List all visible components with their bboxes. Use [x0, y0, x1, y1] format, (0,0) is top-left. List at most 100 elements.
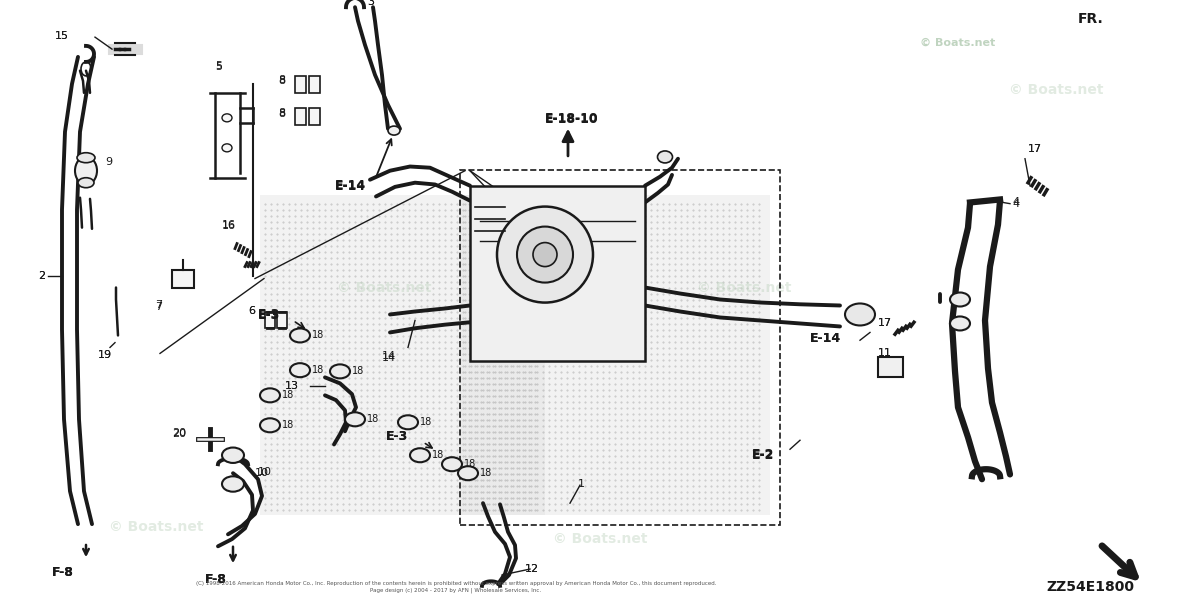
Text: 3: 3	[367, 0, 374, 7]
Text: Page design (c) 2004 - 2017 by AFN | Wholesale Services, Inc.: Page design (c) 2004 - 2017 by AFN | Who…	[371, 588, 541, 593]
Ellipse shape	[845, 304, 875, 325]
Text: E-18-10: E-18-10	[545, 112, 599, 125]
Ellipse shape	[398, 415, 418, 429]
Bar	[310, 108, 320, 125]
Text: 13: 13	[286, 382, 299, 391]
Text: E-3: E-3	[258, 308, 281, 321]
Text: 11: 11	[878, 349, 892, 358]
Text: E-14: E-14	[810, 332, 841, 345]
Ellipse shape	[388, 126, 400, 135]
Text: 3: 3	[367, 0, 374, 7]
Ellipse shape	[260, 418, 280, 432]
Ellipse shape	[410, 448, 430, 462]
Bar	[878, 356, 904, 377]
Bar	[172, 270, 194, 288]
Ellipse shape	[950, 292, 970, 307]
Text: 6: 6	[248, 307, 256, 316]
Bar	[470, 186, 646, 361]
Text: E-14: E-14	[335, 180, 366, 193]
Ellipse shape	[222, 144, 232, 152]
Bar	[277, 313, 287, 328]
Circle shape	[517, 226, 574, 283]
Text: 17: 17	[1028, 144, 1042, 153]
Text: 2: 2	[38, 271, 46, 280]
Text: 10: 10	[256, 468, 269, 478]
Text: 4: 4	[1012, 199, 1019, 208]
Text: 5: 5	[215, 61, 222, 71]
Text: E-14: E-14	[335, 179, 366, 192]
Text: © Boats.net: © Boats.net	[697, 280, 791, 295]
Text: E-3: E-3	[258, 308, 281, 322]
Text: 8: 8	[278, 75, 286, 84]
Text: 8: 8	[278, 76, 286, 86]
Ellipse shape	[458, 466, 478, 480]
Text: 18: 18	[352, 367, 365, 376]
Ellipse shape	[222, 476, 244, 492]
Text: 17: 17	[878, 319, 892, 328]
Text: 18: 18	[464, 459, 476, 469]
Text: 18: 18	[282, 420, 294, 430]
Text: F-8: F-8	[205, 573, 227, 586]
Text: F-8: F-8	[52, 565, 74, 579]
Text: 18: 18	[420, 418, 432, 427]
Text: 18: 18	[480, 468, 492, 478]
Text: 2: 2	[38, 271, 46, 280]
Text: 14: 14	[382, 352, 396, 361]
Ellipse shape	[260, 388, 280, 403]
Text: 10: 10	[258, 467, 272, 477]
Text: © Boats.net: © Boats.net	[920, 38, 995, 48]
Ellipse shape	[290, 363, 310, 377]
Text: E-3: E-3	[386, 429, 408, 443]
Text: 20: 20	[172, 429, 186, 439]
Text: 17: 17	[1028, 144, 1042, 153]
Text: 19: 19	[98, 350, 112, 359]
Bar	[265, 313, 275, 328]
Text: ZZ54E1800: ZZ54E1800	[1046, 580, 1134, 594]
Text: 16: 16	[222, 220, 236, 230]
Text: 18: 18	[282, 391, 294, 400]
Text: E-14: E-14	[810, 332, 841, 345]
Text: 1: 1	[578, 479, 586, 489]
Bar	[295, 76, 306, 93]
Text: © Boats.net: © Boats.net	[1009, 83, 1103, 97]
Circle shape	[533, 243, 557, 267]
Text: © Boats.net: © Boats.net	[337, 280, 431, 295]
Text: 6: 6	[248, 307, 256, 316]
Bar	[295, 108, 306, 125]
Text: F-8: F-8	[52, 565, 74, 579]
Text: 7: 7	[155, 302, 162, 311]
Text: 13: 13	[286, 382, 299, 391]
Text: 4: 4	[1012, 198, 1019, 207]
Text: © Boats.net: © Boats.net	[553, 532, 647, 546]
Text: E-2: E-2	[752, 449, 774, 462]
Text: F-8: F-8	[205, 573, 227, 586]
Bar	[310, 76, 320, 93]
Text: 7: 7	[155, 301, 162, 310]
Text: 18: 18	[367, 415, 379, 424]
Text: FR.: FR.	[1078, 12, 1104, 26]
Text: E-2: E-2	[752, 447, 774, 461]
Text: 9: 9	[106, 157, 112, 167]
Text: © Boats.net: © Boats.net	[109, 520, 203, 534]
Ellipse shape	[77, 153, 95, 163]
Ellipse shape	[658, 151, 672, 163]
Text: 18: 18	[312, 365, 324, 375]
Ellipse shape	[78, 178, 94, 187]
Text: E-18-10: E-18-10	[545, 113, 599, 126]
Ellipse shape	[950, 316, 970, 331]
Text: 18: 18	[432, 450, 444, 460]
Text: 12: 12	[526, 564, 539, 574]
Text: 19: 19	[98, 350, 112, 359]
Text: 17: 17	[878, 319, 892, 328]
Text: 15: 15	[55, 31, 70, 41]
Bar	[460, 195, 770, 515]
Text: 5: 5	[215, 62, 222, 72]
Ellipse shape	[346, 412, 365, 426]
Text: (C) 1998-2016 American Honda Motor Co., Inc. Reproduction of the contents herein: (C) 1998-2016 American Honda Motor Co., …	[196, 581, 716, 586]
Text: 11: 11	[878, 349, 892, 358]
Text: 15: 15	[55, 31, 70, 41]
Text: 8: 8	[278, 109, 286, 119]
Ellipse shape	[74, 157, 97, 184]
Text: 12: 12	[526, 564, 539, 574]
Ellipse shape	[290, 328, 310, 343]
